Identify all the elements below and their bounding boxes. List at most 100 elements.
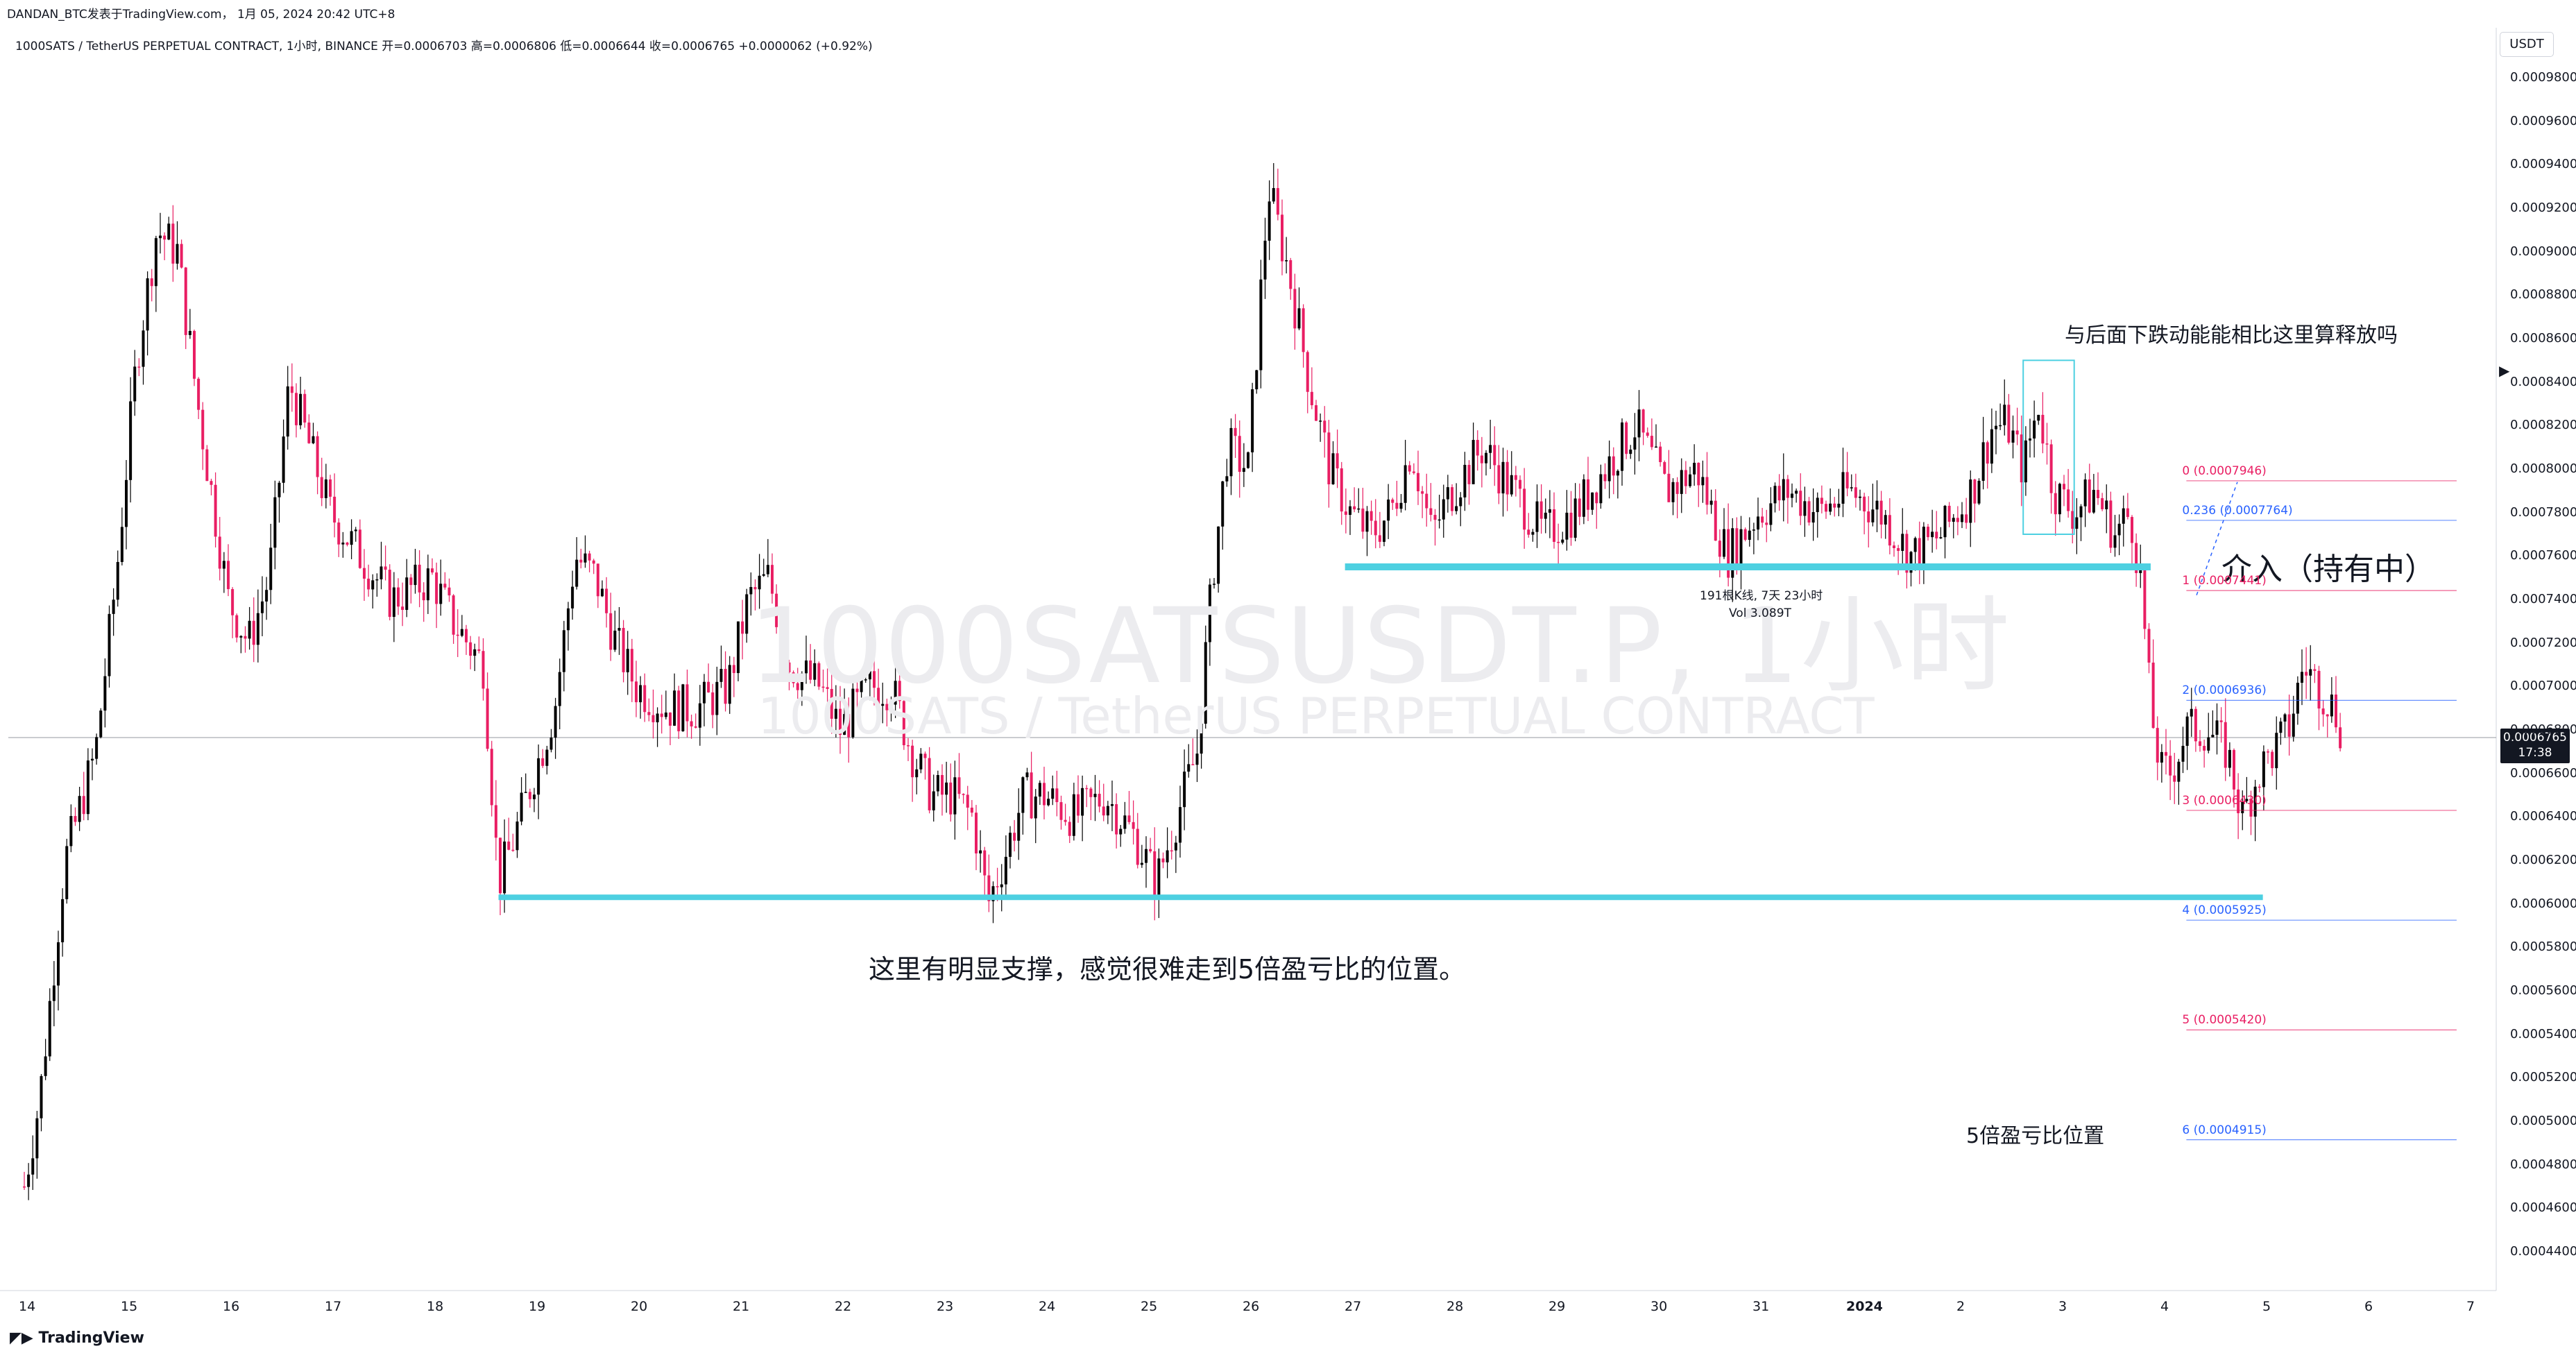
candle-body xyxy=(932,791,935,810)
candle-body xyxy=(2224,722,2227,768)
candle-body xyxy=(1557,541,1560,543)
candle-body xyxy=(44,1056,47,1076)
candle-body xyxy=(677,690,681,731)
candle-body xyxy=(571,586,574,609)
candle-body xyxy=(261,601,264,613)
candle-body xyxy=(1829,503,1832,512)
candle-body xyxy=(1777,486,1781,501)
candle-body xyxy=(1421,491,1424,494)
candle-body xyxy=(1289,259,1293,289)
candle-body xyxy=(1799,491,1802,516)
candle-body xyxy=(2131,517,2133,543)
candle-body xyxy=(766,565,769,575)
candle-body xyxy=(762,574,765,576)
candle-body xyxy=(1607,456,1611,482)
candle-body xyxy=(2122,508,2125,524)
candle-body xyxy=(2262,751,2265,788)
candle-body xyxy=(2054,493,2057,515)
scroll-right-icon[interactable]: ▶ xyxy=(2499,362,2510,379)
candle-body xyxy=(218,536,221,569)
candle-body xyxy=(524,792,527,793)
candle-body xyxy=(1331,453,1335,485)
candle-body xyxy=(1569,512,1573,538)
candle-body xyxy=(2185,716,2189,746)
candle-body xyxy=(2088,479,2091,513)
candle-body xyxy=(1319,420,1322,422)
candle-body xyxy=(2083,479,2087,507)
candle-body xyxy=(1850,487,1853,488)
x-axis-tick: 7 xyxy=(2466,1299,2475,1314)
candle-body xyxy=(1111,803,1114,806)
candle-body xyxy=(193,330,196,379)
candle-body xyxy=(2135,543,2138,573)
candle-body xyxy=(1527,529,1530,535)
candle-body xyxy=(1051,788,1055,799)
candle-body xyxy=(1013,833,1016,841)
candle-body xyxy=(1123,815,1127,829)
candle-body xyxy=(562,630,565,672)
candle-body xyxy=(1442,499,1445,520)
current-price-value: 0.0006765 xyxy=(2503,731,2567,744)
candle-body xyxy=(286,386,289,437)
candle-body xyxy=(669,712,672,726)
candle-body xyxy=(171,223,175,264)
candle-body xyxy=(1285,259,1288,262)
candle-body xyxy=(2092,490,2095,513)
current-price-label: 0.0006765 17:38 xyxy=(2500,729,2570,763)
candle-body xyxy=(1697,463,1700,486)
candle-body xyxy=(1888,515,1891,546)
candle-body xyxy=(2011,430,2015,443)
candle-body xyxy=(2215,720,2219,735)
candle-body xyxy=(1383,520,1385,542)
candle-body xyxy=(2177,761,2181,782)
candle-body xyxy=(2211,735,2215,738)
fib-level-label: 5 (0.0005420) xyxy=(2182,1013,2267,1028)
candle-body xyxy=(860,679,863,692)
candle-body xyxy=(282,436,285,483)
candle-body xyxy=(511,849,515,851)
y-axis-tick: 0.0009000 xyxy=(2510,244,2576,259)
candle-body xyxy=(129,401,133,480)
y-axis-tick: 0.0007000 xyxy=(2510,679,2576,694)
candle-body xyxy=(2067,489,2070,511)
y-axis-tick: 0.0008800 xyxy=(2510,287,2576,303)
y-axis-tick: 0.0005200 xyxy=(2510,1070,2576,1085)
currency-button[interactable]: USDT xyxy=(2500,32,2554,57)
candle-body xyxy=(1675,482,1679,494)
candle-body xyxy=(473,649,477,656)
candle-body xyxy=(2339,727,2342,749)
y-axis-tick: 0.0004600 xyxy=(2510,1200,2576,1216)
candle-body xyxy=(307,422,311,443)
candle-body xyxy=(991,886,995,901)
candle-body xyxy=(1859,496,1861,498)
candle-body xyxy=(1268,201,1271,241)
candle-body xyxy=(2287,714,2291,737)
candle-body xyxy=(2173,775,2176,782)
candle-body xyxy=(1782,479,1785,501)
candle-body xyxy=(626,649,629,672)
candle-body xyxy=(439,584,443,604)
candle-body xyxy=(1467,464,1471,484)
candle-body xyxy=(1404,465,1407,503)
candle-body xyxy=(528,792,531,799)
x-axis-tick: 15 xyxy=(121,1299,138,1314)
bar-countdown: 17:38 xyxy=(2518,746,2552,760)
fib-level-label: 6 (0.0004915) xyxy=(2182,1123,2267,1137)
candle-body xyxy=(61,899,65,943)
candle-body xyxy=(1553,509,1555,542)
candle-body xyxy=(1893,545,1895,548)
candle-body xyxy=(1633,437,1637,450)
candle-body xyxy=(379,566,383,579)
candle-body xyxy=(779,627,783,641)
x-axis-tick: 20 xyxy=(631,1299,648,1314)
symbol-info-line[interactable]: 1000SATS / TetherUS PERPETUAL CONTRACT, … xyxy=(15,40,873,53)
candle-body xyxy=(95,737,99,759)
candle-body xyxy=(269,547,273,590)
candle-body xyxy=(2207,737,2210,751)
y-axis-tick: 0.0008600 xyxy=(2510,331,2576,346)
candle-body xyxy=(1391,499,1394,503)
y-axis-tick: 0.0008400 xyxy=(2510,374,2576,389)
tradingview-logo[interactable]: ◤▶ TradingView xyxy=(10,1329,144,1347)
candle-body xyxy=(1195,754,1199,765)
